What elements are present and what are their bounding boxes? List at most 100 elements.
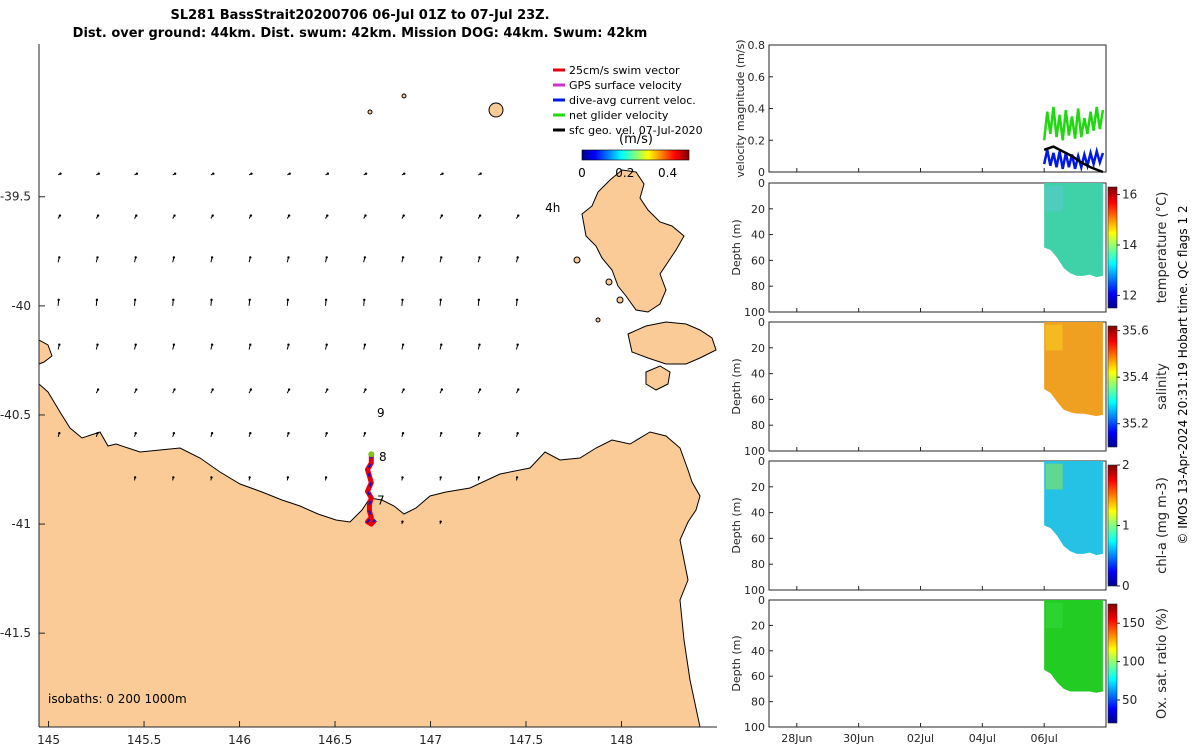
surface-vector-head bbox=[477, 298, 481, 302]
surface-vector-head bbox=[441, 172, 444, 175]
land-small-island bbox=[367, 109, 373, 115]
surface-vector-head bbox=[135, 172, 139, 175]
map-x-tick-label: 147 bbox=[419, 733, 442, 747]
surface-vector-head bbox=[478, 431, 481, 435]
surface-vector-head bbox=[134, 256, 137, 259]
map-colorbar-tick-label: 0.2 bbox=[615, 166, 634, 180]
depth-axis-label: Depth (m) bbox=[730, 358, 743, 414]
surface-vector-head bbox=[440, 388, 444, 391]
track-day-label: 8 bbox=[379, 450, 387, 464]
surface-vector-head bbox=[95, 298, 99, 302]
surface-vector-head bbox=[210, 431, 214, 435]
date-tick-label: 28Jun bbox=[781, 732, 812, 745]
surface-vector-head bbox=[363, 431, 367, 435]
velocity-series-line bbox=[1042, 106, 1105, 141]
land-small-island bbox=[573, 256, 581, 264]
glider-current-vectors bbox=[365, 454, 376, 526]
colorbar-tick-label: 0 bbox=[1122, 579, 1130, 593]
surface-vector-head bbox=[401, 476, 404, 479]
surface-vector-head bbox=[439, 476, 442, 479]
surface-vector-head bbox=[478, 388, 482, 391]
profile-colorbar bbox=[1107, 464, 1118, 587]
colorbar-tick-label: 12 bbox=[1122, 288, 1137, 302]
surface-vector-head bbox=[249, 343, 252, 346]
depth-tick-label: 0 bbox=[758, 455, 765, 468]
surface-vector-head bbox=[211, 388, 214, 391]
surface-vector-head bbox=[173, 388, 176, 391]
colorbar-label: salinity bbox=[1155, 363, 1170, 410]
velocity-series-line bbox=[1043, 145, 1104, 174]
map-y-tick-label: -40 bbox=[11, 299, 31, 313]
surface-vector-head bbox=[172, 431, 176, 435]
depth-tick-label: 20 bbox=[751, 481, 765, 494]
surface-vector-head bbox=[401, 256, 405, 259]
land-flinders-island bbox=[581, 169, 685, 313]
map-x-tick-label: 146 bbox=[228, 733, 251, 747]
surface-vector-head bbox=[364, 172, 368, 175]
surface-vector-head bbox=[210, 343, 214, 346]
depth-tick-label: 100 bbox=[744, 721, 765, 734]
depth-tick-label: 80 bbox=[751, 280, 765, 293]
surface-vector-head bbox=[135, 214, 138, 217]
map-y-tick-label: -39.5 bbox=[0, 190, 31, 204]
map-y-tick-label: -40.5 bbox=[0, 408, 31, 422]
depth-tick-label: 20 bbox=[751, 342, 765, 355]
velocity-panel-frame bbox=[768, 44, 1107, 173]
profile-colorbar bbox=[1107, 603, 1118, 724]
surface-vector-head bbox=[249, 388, 253, 391]
surface-vector-head bbox=[516, 431, 519, 435]
surface-vector-head bbox=[96, 343, 99, 346]
surface-vector-head bbox=[134, 343, 137, 346]
surface-vector-head bbox=[515, 476, 519, 479]
surface-vector-head bbox=[363, 256, 367, 259]
surface-vector-head bbox=[516, 256, 519, 259]
surface-vector-head bbox=[364, 214, 367, 217]
depth-tick-label: 80 bbox=[751, 558, 765, 571]
land-small-island bbox=[595, 317, 601, 323]
colorbar-label: Ox. sat. ratio (%) bbox=[1155, 608, 1170, 719]
surface-vector-head bbox=[58, 214, 62, 217]
depth-tick-label: 20 bbox=[751, 203, 765, 216]
surface-vector-head bbox=[173, 172, 177, 175]
surface-vector-head bbox=[517, 388, 520, 391]
surface-vector-head bbox=[287, 214, 291, 217]
velocity-y-label: velocity magnitude (m/s) bbox=[734, 39, 747, 177]
velocity-y-tick-label: 0.6 bbox=[748, 71, 766, 84]
surface-vector-head bbox=[133, 298, 137, 302]
colorbar-tick-label: 35.6 bbox=[1122, 324, 1149, 338]
surface-vector-head bbox=[440, 256, 443, 259]
map-colorbar-label: (m/s) bbox=[619, 132, 653, 147]
surface-vector-head bbox=[212, 172, 215, 175]
map-x-tick-label: 146.5 bbox=[318, 733, 352, 747]
colorbar-tick-label: 100 bbox=[1122, 655, 1145, 669]
surface-vector-head bbox=[172, 298, 175, 302]
chart-title: SL281 BassStrait20200706 06-Jul 01Z to 0… bbox=[170, 8, 550, 23]
map-area: 9 8 7 4h isobaths: 0 200 1000m bbox=[39, 44, 717, 727]
depth-tick-label: 40 bbox=[751, 507, 765, 520]
date-tick-label: 30Jun bbox=[843, 732, 874, 745]
surface-vector-head bbox=[210, 256, 214, 259]
colorbar-label: chl-a (mg m-3) bbox=[1155, 477, 1170, 574]
depth-tick-label: 40 bbox=[751, 368, 765, 381]
land-clarke-island bbox=[645, 365, 671, 391]
map-x-tick-label: 145.5 bbox=[127, 733, 161, 747]
depth-tick-label: 80 bbox=[751, 419, 765, 432]
depth-tick-label: 60 bbox=[751, 670, 765, 683]
profile-colorbar bbox=[1107, 186, 1118, 309]
depth-tick-label: 40 bbox=[751, 229, 765, 242]
map-y-tick-label: -41 bbox=[11, 517, 31, 531]
map-x-tick-label: 147.5 bbox=[509, 733, 543, 747]
colorbar-label: temperature (°C) bbox=[1155, 192, 1170, 304]
map-colorbar bbox=[581, 149, 690, 161]
date-tick-label: 06Jul bbox=[1031, 732, 1058, 745]
surface-vector-head bbox=[440, 343, 443, 346]
depth-tick-label: 100 bbox=[744, 306, 765, 319]
surface-vector-head bbox=[57, 298, 60, 302]
surface-vector-head bbox=[96, 431, 99, 435]
surface-vector-head bbox=[211, 214, 214, 217]
copyright-note: © IMOS 13-Apr-2024 20:31:19 Hobart time.… bbox=[1176, 205, 1190, 545]
colorbar-tick-label: 35.4 bbox=[1122, 370, 1149, 384]
map-annotation: 4h bbox=[545, 201, 560, 215]
track-day-label: 9 bbox=[377, 406, 385, 420]
surface-vector-head bbox=[326, 388, 329, 391]
